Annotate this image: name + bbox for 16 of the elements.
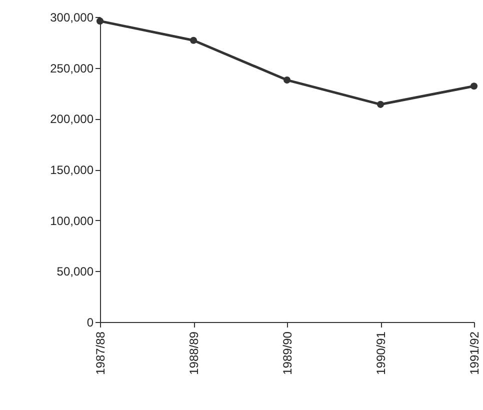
y-tick-label: 50,000 (56, 264, 94, 279)
y-tick-label: 250,000 (50, 61, 94, 76)
y-tick-label: 300,000 (50, 10, 94, 24)
x-tick-label: 1988/89 (187, 331, 201, 375)
point (190, 36, 198, 44)
x-tick-label: 1987/88 (94, 331, 108, 375)
x-tick-label: 1990/91 (374, 331, 388, 375)
point (376, 100, 384, 108)
y-tick-label: 200,000 (50, 112, 94, 126)
x-tick-label: 1989/90 (280, 331, 294, 375)
x-tick-label: 1991/92 (468, 331, 482, 375)
y-tick-label: 0 (86, 316, 94, 330)
y-tick-label: 150,000 (50, 163, 94, 177)
point (283, 76, 291, 84)
y-tick-label: 100,000 (50, 214, 94, 228)
point (470, 82, 478, 90)
